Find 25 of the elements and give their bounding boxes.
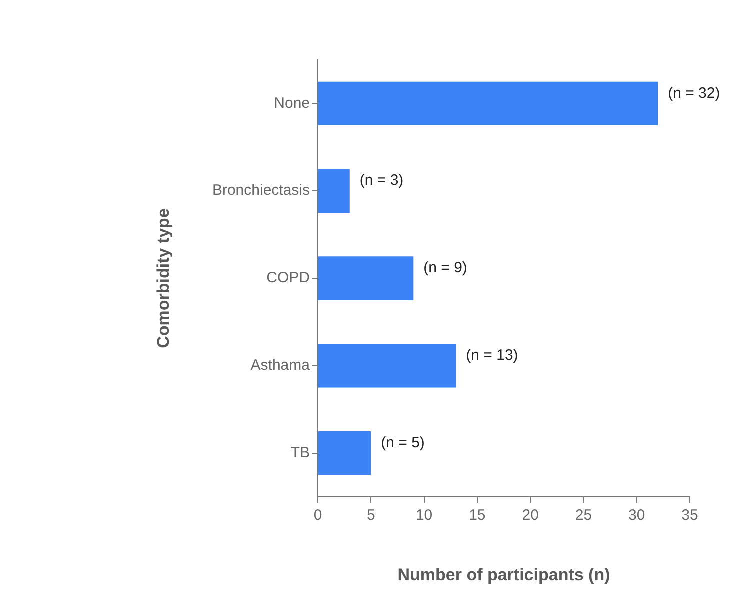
x-tick-label: 35 bbox=[682, 507, 698, 524]
y-tick-label: None bbox=[274, 94, 310, 112]
y-tick-label: COPD bbox=[266, 270, 310, 287]
bar bbox=[318, 431, 372, 476]
x-axis-title: Number of participants (n) bbox=[398, 565, 610, 584]
data-label: (n = 5) bbox=[381, 434, 425, 452]
y-tick-label: Asthama bbox=[250, 357, 311, 374]
x-tick-label: 30 bbox=[628, 507, 646, 524]
data-label: (n = 13) bbox=[466, 347, 518, 364]
x-tick-label: 10 bbox=[416, 507, 433, 524]
y-axis-title: Comorbidity type bbox=[154, 208, 173, 348]
x-tick-label: 20 bbox=[522, 507, 539, 524]
data-label: (n = 32) bbox=[668, 84, 720, 102]
data-label: (n = 9) bbox=[424, 260, 468, 277]
y-tick-label: TB bbox=[290, 444, 310, 462]
data-label: (n = 3) bbox=[360, 172, 404, 190]
x-tick-label: 0 bbox=[314, 507, 322, 524]
x-tick-label: 5 bbox=[366, 507, 376, 524]
y-tick-label: Bronchiectasis bbox=[212, 182, 310, 200]
bar bbox=[318, 169, 350, 213]
bar bbox=[318, 82, 658, 126]
x-tick-label: 15 bbox=[469, 507, 486, 524]
bar bbox=[318, 256, 414, 300]
bar bbox=[318, 344, 456, 388]
x-tick-label: 25 bbox=[575, 507, 592, 524]
